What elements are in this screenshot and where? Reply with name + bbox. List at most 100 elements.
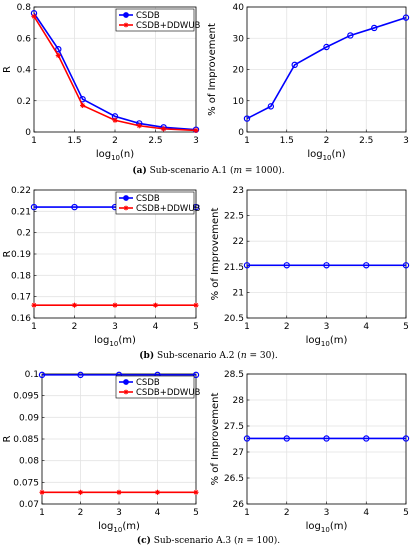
x-tick-label: 3 [193, 136, 199, 146]
data-point [323, 43, 330, 51]
x-tick-label: 4 [363, 322, 369, 332]
y-tick-label: 0.09 [19, 413, 39, 423]
data-point [192, 371, 200, 379]
data-point-d2 [161, 126, 166, 132]
data-point [347, 32, 354, 39]
legend-box [115, 8, 195, 32]
data-point [71, 203, 78, 211]
legend-label: CSDB+DDWUB [136, 21, 201, 31]
x-axis-label: log10(m) [98, 521, 140, 534]
y-tick-label: 28 [233, 396, 245, 406]
caption-a-var: m [233, 166, 243, 176]
data-point [38, 371, 46, 379]
x-axis-label: log10(n) [307, 149, 345, 162]
x-tick-label: 1 [244, 322, 250, 332]
data-point [363, 435, 370, 442]
y-tick-label: 10 [233, 97, 245, 107]
y-axis-label: R [2, 435, 13, 442]
y-axis-label: % of Improvement [210, 393, 221, 486]
data-point-d2 [116, 490, 122, 495]
data-point [402, 262, 410, 269]
y-tick-label: 21 [233, 288, 244, 298]
x-tick-label: 2 [324, 136, 330, 146]
data-point-d2 [137, 123, 142, 128]
chart-3: 1 2 3 4 5 0.16 0.17 0.18 0.19 0.2 0.21 0.22 log10(m)… [2, 186, 201, 348]
caption-b-var: n [240, 351, 247, 361]
chart-1: 1 1.5 2 2.5 3 0 0.2 0.4 0.6 0.8 log10(n) R CSDBCSDB+… [2, 3, 201, 162]
y-axis-label: % of Improvement [207, 23, 218, 116]
y-axis-label: R [2, 250, 13, 257]
caption-c-text: Sub-scenario A.3 ( [153, 536, 238, 546]
caption-b-value: = 30). [246, 351, 278, 361]
x-tick-label: 1 [31, 136, 37, 146]
x-tick-label: 2 [78, 508, 84, 518]
x-tick-label: 5 [193, 322, 199, 332]
data-point-d2 [112, 303, 118, 308]
y-tick-label: 26.5 [224, 474, 244, 484]
y-tick-label: 40 [233, 3, 245, 13]
x-tick-label: 5 [193, 508, 199, 518]
caption-a-label: (a) [132, 166, 147, 176]
x-tick-label: 3 [324, 322, 330, 332]
y-tick-label: 0.07 [19, 500, 39, 510]
x-tick-label: 2.5 [148, 136, 162, 146]
y-tick-label: 22 [233, 237, 244, 247]
data-point [243, 115, 251, 122]
data-point [323, 435, 330, 442]
y-tick-label: 0.085 [13, 435, 39, 445]
data-point [402, 435, 410, 442]
legend-marker-d2 [123, 389, 129, 395]
y-tick-label: 0.2 [17, 97, 31, 107]
y-tick-label: 0.22 [11, 186, 31, 196]
x-tick-label: 3 [112, 322, 118, 332]
data-point [402, 14, 410, 21]
x-tick-label: 2 [284, 322, 290, 332]
data-point-d2 [56, 53, 61, 58]
series-line-improvement [246, 16, 407, 120]
data-point-d2 [193, 303, 199, 308]
x-tick-label: 2 [72, 322, 78, 332]
y-tick-label: 27.5 [224, 422, 244, 432]
caption-a-text: Sub-scenario A.1 ( [149, 166, 234, 176]
data-point-d2 [39, 490, 45, 495]
caption-c: (c) Sub-scenario A.3 (n = 100). [0, 536, 417, 546]
data-point-d2 [193, 490, 199, 495]
x-tick-label: 1 [39, 508, 45, 518]
x-tick-label: 2 [112, 136, 118, 146]
y-tick-label: 20 [233, 66, 245, 76]
legend-box [115, 375, 195, 399]
caption-b-label: (b) [139, 351, 155, 361]
data-point-d2 [72, 303, 77, 308]
caption-c-label: (c) [136, 536, 151, 546]
y-tick-label: 0.075 [13, 478, 39, 488]
y-axis-label: % of Improvement [210, 208, 221, 301]
data-point [267, 103, 275, 110]
y-tick-label: 23 [233, 186, 244, 196]
x-tick-label: 5 [403, 322, 409, 332]
legend-marker-d2 [123, 205, 129, 211]
data-point [30, 203, 38, 211]
y-tick-label: 0.6 [17, 34, 32, 44]
x-axis-label: log10(m) [94, 335, 136, 348]
caption-a-value: = 1000). [242, 166, 285, 176]
legend-marker [123, 12, 129, 18]
legend-box [115, 191, 195, 215]
x-tick-label: 5 [403, 508, 409, 518]
data-point [283, 435, 290, 442]
data-point-d2 [31, 303, 37, 308]
x-tick-label: 3 [403, 136, 409, 146]
y-tick-label: 28.5 [224, 370, 244, 380]
data-point [283, 262, 290, 269]
legend-label: CSDB+DDWUB [136, 388, 201, 398]
data-point-d2 [153, 303, 158, 308]
y-tick-label: 0.21 [11, 207, 31, 217]
y-tick-label: 0.095 [13, 392, 39, 402]
chart-5: 1 2 3 4 5 0.07 0.075 0.08 0.085 0.09 0.095 0.1 log10… [2, 370, 201, 534]
legend-label: CSDB [136, 11, 160, 21]
data-point [243, 262, 251, 269]
